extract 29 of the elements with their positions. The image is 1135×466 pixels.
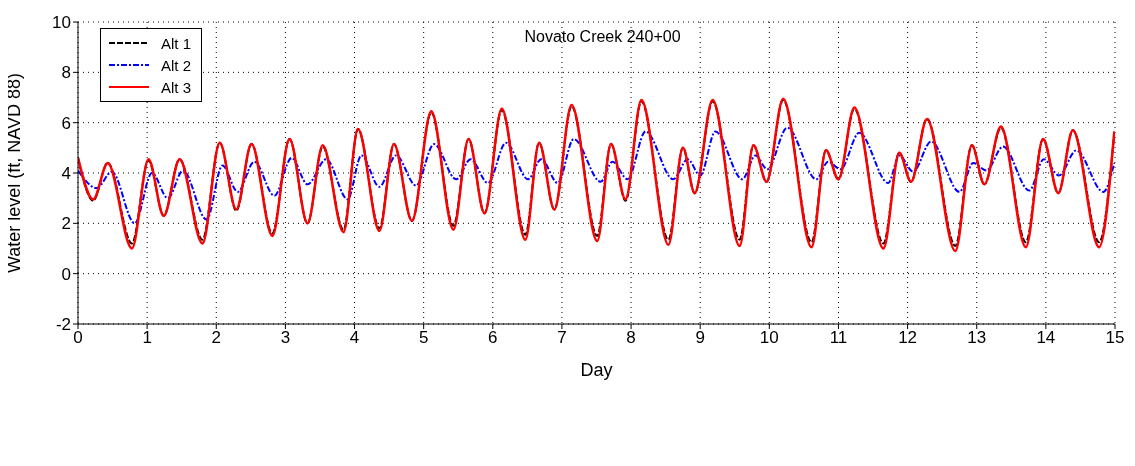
y-axis-title: Water level (ft, NAVD 88) <box>4 72 25 274</box>
chart-title: Novato Creek 240+00 <box>524 28 681 45</box>
legend-label: Alt 2 <box>161 56 192 74</box>
x-tick-label: 3 <box>280 328 291 348</box>
x-tick-label: 12 <box>898 328 918 348</box>
x-tick-label: 13 <box>967 328 987 348</box>
y-tick-label: 10 <box>52 13 71 33</box>
x-tick-label: 4 <box>349 328 360 348</box>
y-tick-label: 2 <box>61 214 71 234</box>
x-tick-label: 2 <box>211 328 221 348</box>
line-series <box>78 126 1115 225</box>
x-tick-label: 11 <box>829 328 848 348</box>
x-tick-label: 15 <box>1105 328 1125 348</box>
x-tick-label: 9 <box>695 328 705 348</box>
y-tick-label: -2 <box>55 315 71 335</box>
legend-label: Alt 3 <box>161 78 192 96</box>
x-tick-label: 5 <box>418 328 429 348</box>
x-tick-label: 10 <box>759 328 779 348</box>
legend-label: Alt 1 <box>161 34 192 52</box>
x-tick-label: 1 <box>142 328 152 348</box>
x-tick-label: 8 <box>626 328 636 348</box>
y-tick-label: 8 <box>61 63 71 83</box>
x-tick-label: 7 <box>557 328 567 348</box>
x-axis-title: Day <box>580 360 613 380</box>
x-tick-label: 14 <box>1036 328 1056 348</box>
y-tick-label: 0 <box>61 264 71 284</box>
y-tick-label: 6 <box>61 113 71 133</box>
y-tick-label: 4 <box>61 164 71 184</box>
x-tick-label: 6 <box>488 328 498 348</box>
